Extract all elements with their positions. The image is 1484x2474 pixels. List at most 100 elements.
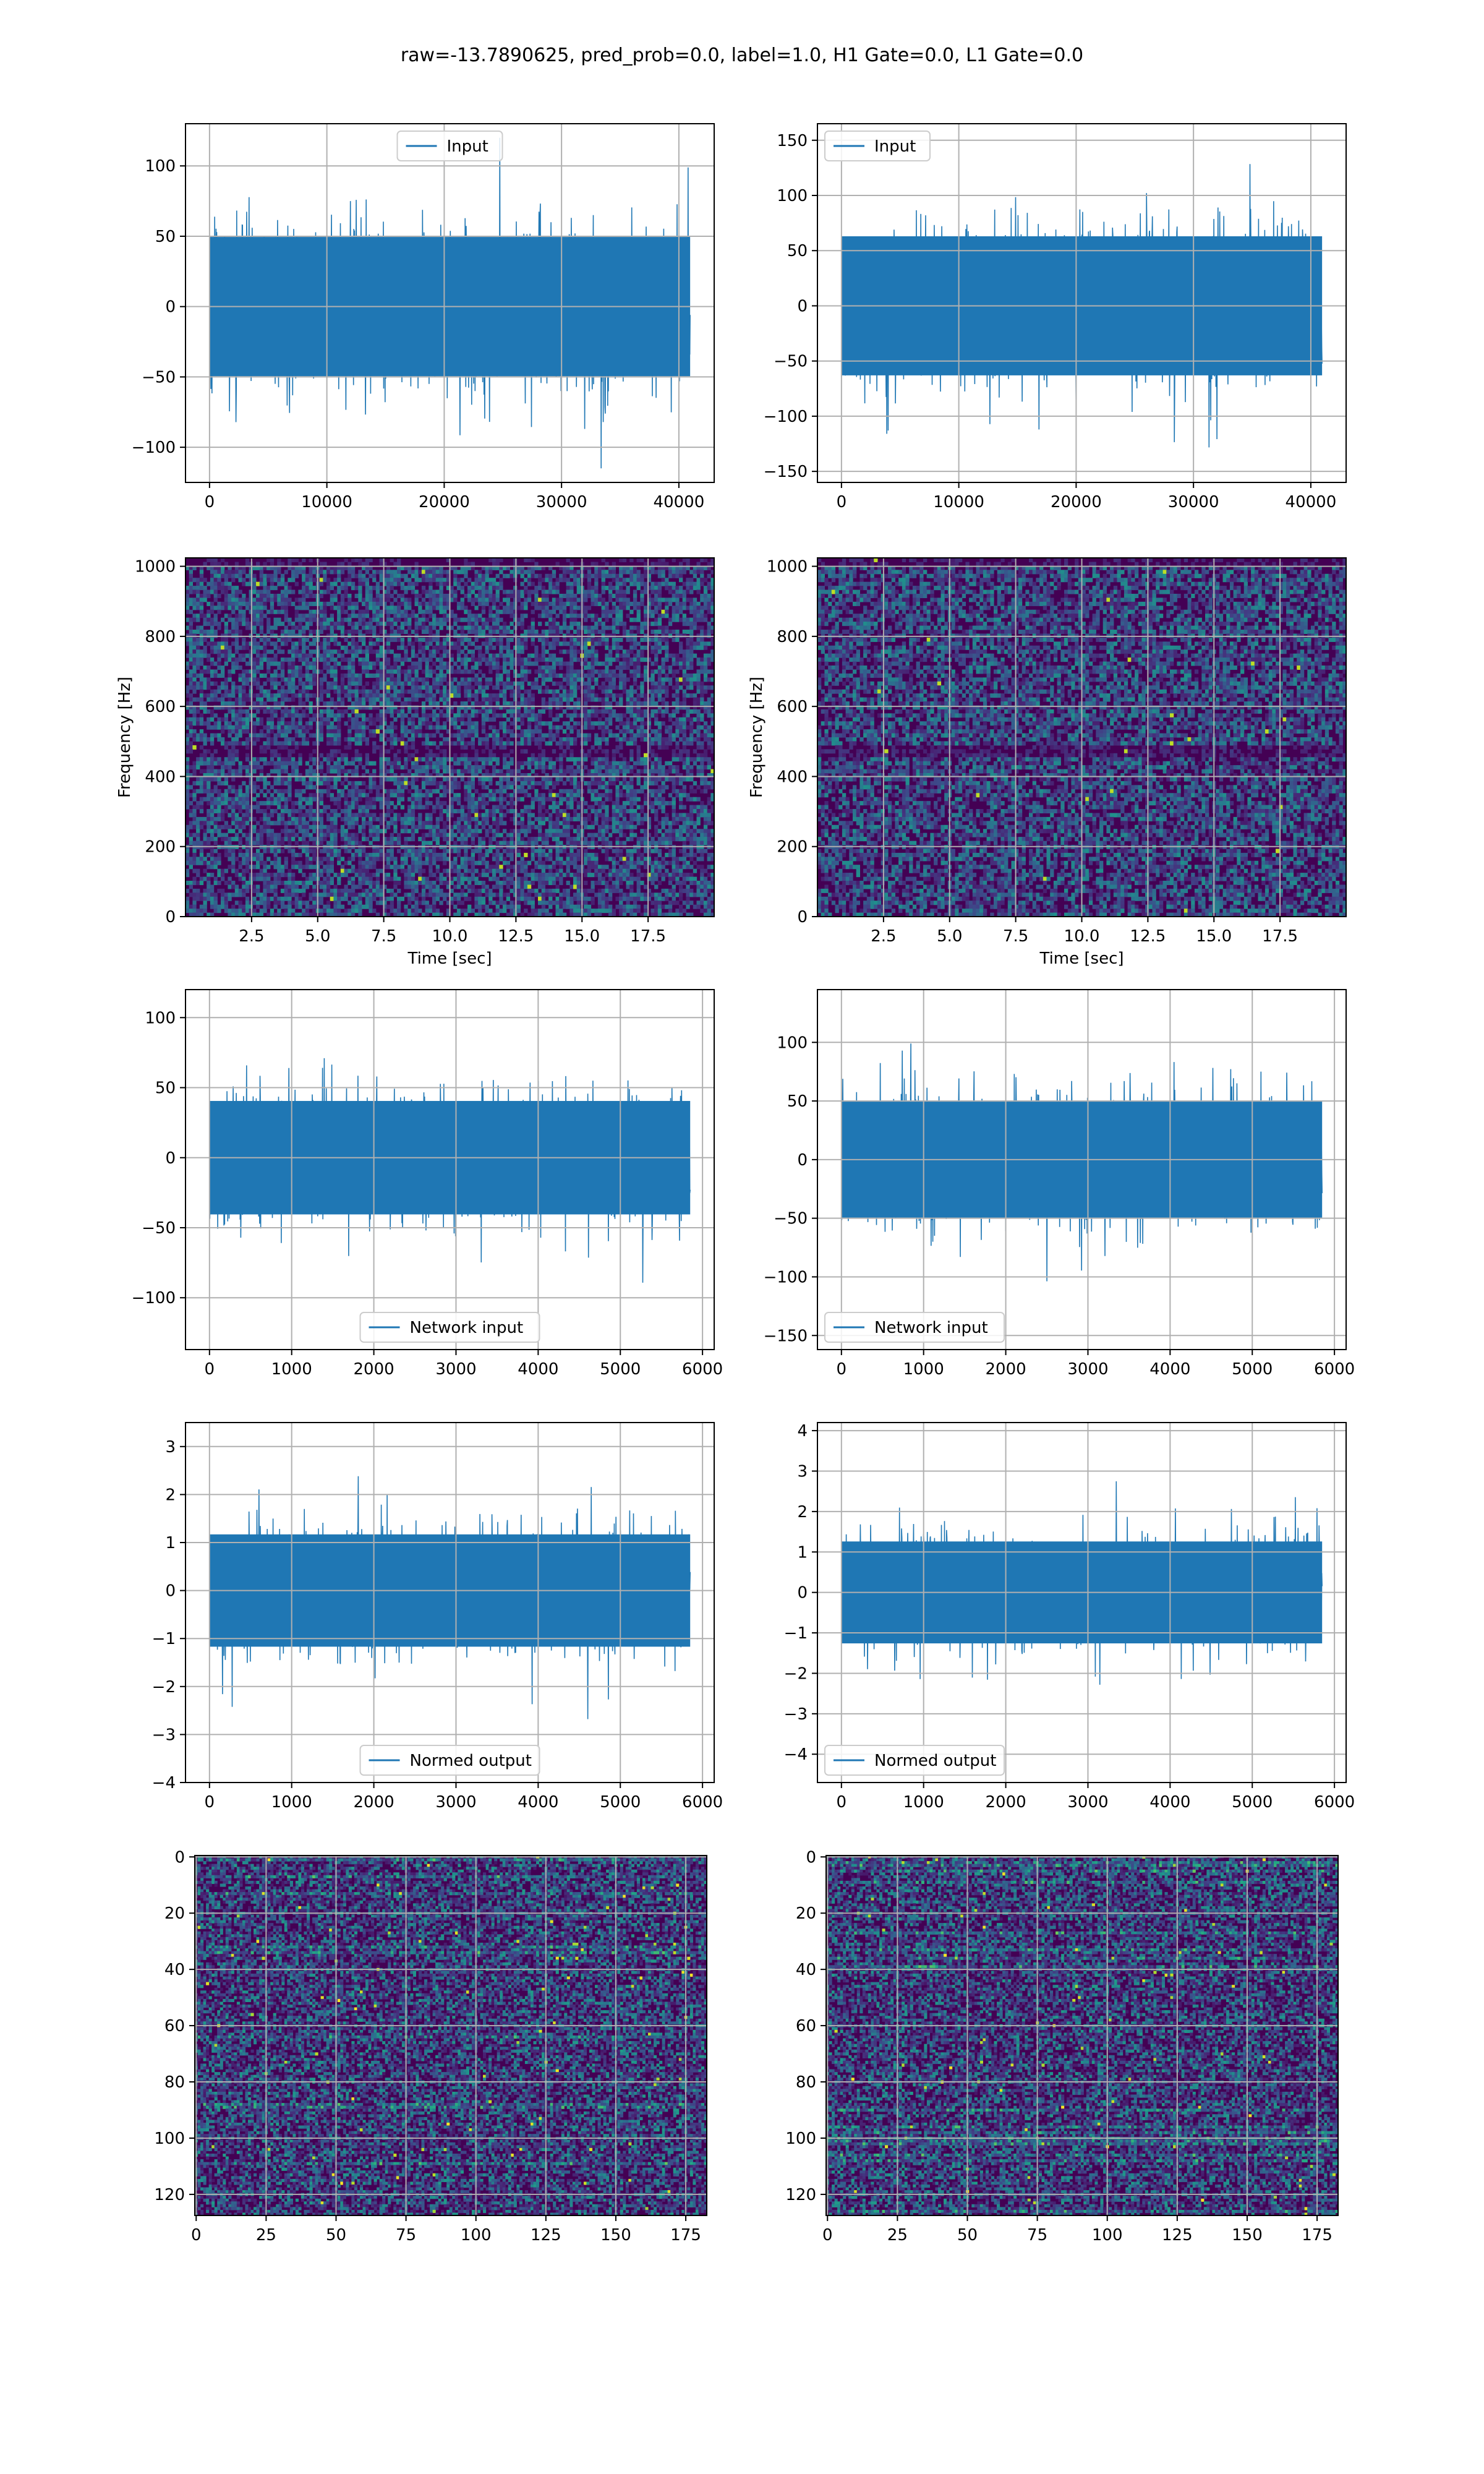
x-tick-label: 0 [837, 1793, 847, 1812]
x-axis: 0 1000 2000 3000 4000 5000 6000 [837, 1350, 1355, 1379]
y-tick-label: −50 [774, 1210, 808, 1228]
y-tick-label: 50 [787, 1092, 808, 1111]
x-tick-label: 0 [837, 1360, 847, 1379]
grid [195, 1856, 707, 2215]
y-axis: −100 −50 0 50 100 [132, 1009, 186, 1308]
x-tick-label: 25 [887, 2226, 908, 2245]
y-tick-label: 120 [785, 2186, 816, 2204]
plot-area [826, 1856, 1338, 2215]
y-tick-label: 0 [797, 1584, 808, 1603]
x-tick-label: 2000 [985, 1360, 1026, 1379]
x-tick-label: 17.5 [1262, 927, 1298, 946]
x-tick-label: 75 [396, 2226, 416, 2245]
y-tick-label: 3 [165, 1438, 176, 1457]
x-tick-label: 40000 [1286, 493, 1337, 511]
legend-box [824, 1312, 1005, 1343]
y-tick-label: −50 [142, 1219, 176, 1238]
x-tick-label: 0 [837, 493, 847, 511]
y-tick-label: 4 [797, 1422, 808, 1440]
y-tick-label: 600 [145, 698, 176, 716]
x-tick-label: 6000 [1314, 1360, 1355, 1379]
x-tick-label: 4000 [1149, 1360, 1190, 1379]
x-tick-label: 5000 [1232, 1793, 1273, 1812]
x-tick-label: 1000 [271, 1360, 312, 1379]
x-tick-label: 2.5 [871, 927, 896, 946]
x-tick-label: 10.0 [432, 927, 468, 946]
x-tick-label: 30000 [536, 493, 587, 511]
axes-frame [185, 123, 715, 483]
legend-box [824, 1745, 1005, 1776]
y-tick-label: 60 [164, 2017, 185, 2035]
y-tick-label: −2 [784, 1664, 808, 1683]
y-tick-label: 3 [797, 1462, 808, 1481]
y-tick-label: 50 [155, 1079, 176, 1098]
y-axis-label: Frequency [Hz] [748, 677, 766, 798]
legend-label: Normed output [410, 1752, 532, 1770]
y-tick-label: 0 [165, 298, 176, 317]
y-axis: 0 20 40 60 80 100 120 [154, 1848, 195, 2204]
x-tick-label: 20000 [1051, 493, 1102, 511]
y-tick-label: −100 [132, 1289, 176, 1308]
y-tick-label: 40 [796, 1961, 816, 1979]
x-tick-label: 3000 [435, 1360, 476, 1379]
y-tick-label: −50 [142, 368, 176, 387]
x-tick-label: 15.0 [564, 927, 600, 946]
x-tick-label: 0 [205, 1360, 215, 1379]
x-tick-label: 1000 [903, 1793, 944, 1812]
legend-box [396, 131, 503, 161]
x-tick-label: 150 [1232, 2226, 1263, 2245]
x-tick-label: 6000 [682, 1793, 723, 1812]
y-tick-label: 0 [797, 297, 808, 315]
axes-frame [825, 1855, 1339, 2216]
y-tick-label: 0 [806, 1848, 816, 1867]
legend-label: Network input [410, 1319, 524, 1337]
y-tick-label: −4 [152, 1774, 176, 1792]
y-tick-label: 20 [796, 1904, 816, 1923]
y-tick-label: −100 [132, 439, 176, 457]
axes-frame [817, 989, 1347, 1350]
y-tick-label: −150 [764, 463, 808, 481]
y-tick-label: 1 [797, 1543, 808, 1562]
x-tick-label: 2000 [985, 1793, 1026, 1812]
x-tick-label: 150 [600, 2226, 631, 2245]
x-tick-label: 30000 [1168, 493, 1219, 511]
h1-network-input-plot: 0 1000 2000 3000 4000 5000 6000 −100 −50 0 50 100 Ne… [132, 989, 723, 1379]
plot-area [209, 1058, 691, 1283]
x-tick-label: 5.0 [305, 927, 330, 946]
y-tick-label: 400 [145, 768, 176, 786]
y-axis: 0 200 400 600 800 1000 [767, 558, 817, 927]
axes-frame [185, 1422, 715, 1783]
x-axis-label: Time [sec] [1039, 949, 1124, 968]
x-tick-label: 5000 [600, 1793, 641, 1812]
x-tick-label: 4000 [518, 1360, 558, 1379]
x-tick-label: 15.0 [1196, 927, 1232, 946]
h1-input-plot: 0 10000 20000 30000 40000 −100 −50 0 50 100 Input [132, 123, 715, 511]
x-axis: 0 1000 2000 3000 4000 5000 6000 [205, 1350, 723, 1379]
x-tick-label: 17.5 [630, 927, 666, 946]
figure-title: raw=-13.7890625, pred_prob=0.0, label=1.… [0, 45, 1484, 66]
x-tick-label: 2.5 [239, 927, 264, 946]
x-axis: 0 25 50 75 100 125 150 175 [822, 2215, 1333, 2245]
x-axis: 0 1000 2000 3000 4000 5000 6000 [837, 1783, 1355, 1812]
y-tick-label: 0 [174, 1848, 185, 1867]
y-axis: −150 −100 −50 0 50 100 [764, 1034, 817, 1345]
x-axis: 0 1000 2000 3000 4000 5000 6000 [205, 1783, 723, 1812]
y-tick-label: 100 [145, 157, 176, 176]
plot-area [209, 137, 691, 469]
y-tick-label: −150 [764, 1327, 808, 1345]
x-axis: 0 10000 20000 30000 40000 [205, 482, 704, 511]
x-tick-label: 125 [1162, 2226, 1193, 2245]
y-tick-label: 0 [165, 1149, 176, 1168]
x-axis: 0 25 50 75 100 125 150 175 [191, 2215, 701, 2245]
x-axis: 2.5 5.0 7.5 10.0 12.5 15.0 17.5 [239, 917, 666, 946]
y-tick-label: 50 [787, 242, 808, 260]
y-axis: 0 20 40 60 80 100 120 [785, 1848, 826, 2204]
x-tick-label: 3000 [1067, 1793, 1108, 1812]
x-tick-label: 5000 [600, 1360, 641, 1379]
x-tick-label: 7.5 [371, 927, 396, 946]
y-tick-label: 0 [165, 908, 176, 927]
y-tick-label: 1000 [767, 558, 808, 576]
x-axis: 0 10000 20000 30000 40000 [837, 482, 1337, 511]
grid [186, 124, 714, 482]
x-tick-label: 0 [205, 1793, 215, 1812]
